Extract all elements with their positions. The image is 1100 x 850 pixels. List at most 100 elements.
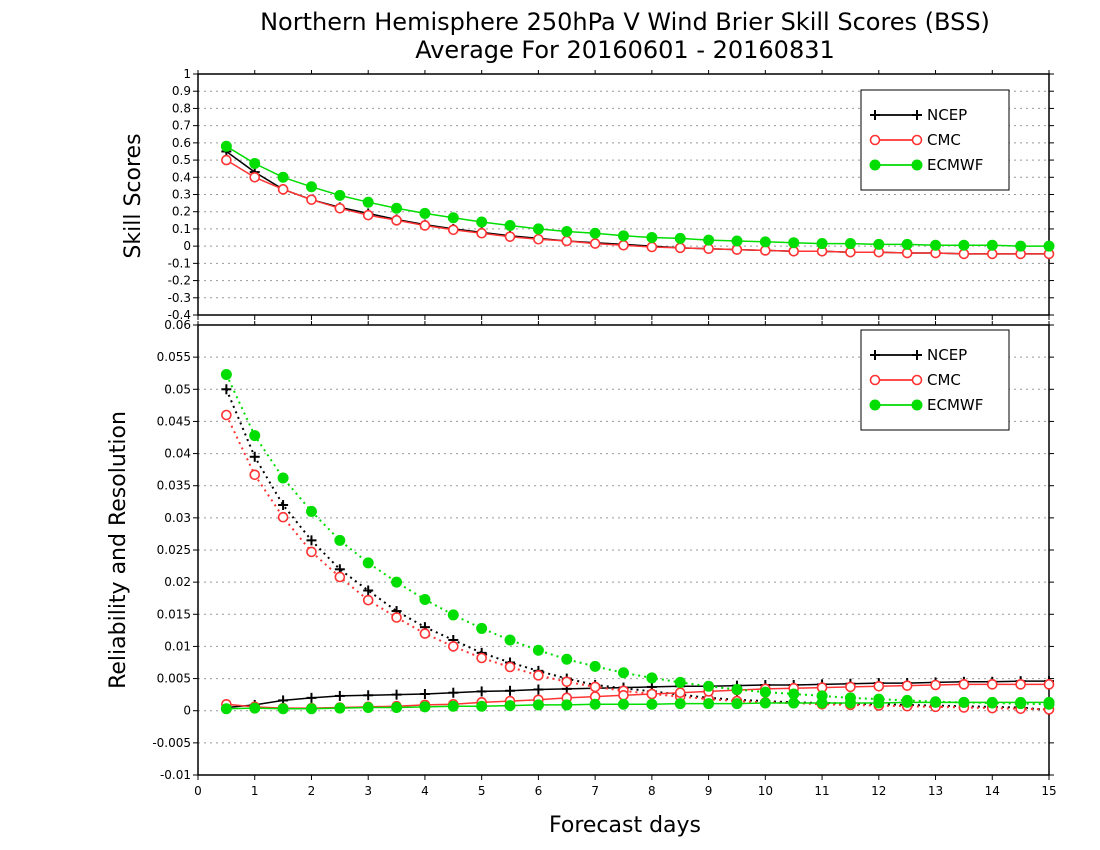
data-point — [731, 684, 743, 695]
y-tick-label: -0.2 — [168, 274, 191, 288]
data-point — [589, 660, 601, 672]
y-tick-label: 0.2 — [172, 205, 191, 219]
data-point — [731, 698, 743, 710]
data-point — [277, 511, 289, 523]
data-point — [674, 687, 686, 699]
data-point — [447, 641, 459, 652]
data-point — [249, 702, 261, 714]
legend-marker — [911, 134, 923, 146]
data-point — [447, 212, 459, 224]
data-point — [703, 698, 715, 710]
legend-marker — [870, 350, 880, 360]
data-point — [561, 699, 573, 711]
data-point — [816, 697, 828, 709]
data-point — [618, 230, 629, 242]
data-point — [334, 202, 346, 214]
data-point — [589, 227, 601, 239]
data-point — [391, 612, 402, 623]
data-point — [334, 690, 345, 701]
data-point — [958, 679, 970, 690]
y-tick-label: 0.005 — [157, 672, 191, 686]
data-point — [561, 653, 573, 665]
x-tick-label: 8 — [648, 784, 656, 798]
data-point — [618, 667, 629, 679]
data-point — [532, 644, 544, 656]
data-point — [873, 697, 885, 709]
y-tick-label: -0.1 — [168, 256, 191, 270]
data-point — [731, 235, 743, 247]
y-tick-label: 0.035 — [157, 479, 191, 493]
x-tick-label: 10 — [758, 784, 773, 798]
y-tick-label: 0.06 — [164, 318, 191, 332]
legend-marker — [911, 159, 923, 171]
y-tick-label: 0.055 — [157, 350, 191, 364]
data-point — [958, 239, 970, 251]
data-point — [589, 681, 601, 693]
data-point — [646, 241, 658, 253]
data-point — [646, 698, 658, 710]
data-point — [278, 500, 289, 510]
data-point — [448, 687, 459, 698]
data-point — [646, 232, 658, 244]
legend: NCEP CMC ECMWF — [860, 89, 1010, 191]
data-point — [362, 196, 374, 208]
y-axis: 1 0.9 0.8 0.7 0.6 0.5 0.4 0.3 0.2 0.1 0 -0.1 -0.2 -0.… — [168, 67, 1054, 322]
data-point — [532, 699, 544, 711]
skill-scores-panel: 1 0.9 0.8 0.7 0.6 0.5 0.4 0.3 0.2 0.1 0 -0.1 -0.2 -0.… — [168, 67, 1055, 322]
data-point — [476, 686, 487, 697]
data-point — [419, 689, 430, 699]
data-point — [419, 628, 431, 639]
x-tick-label: 12 — [871, 784, 886, 798]
data-point — [447, 609, 459, 621]
data-point — [334, 189, 346, 201]
data-point — [504, 634, 516, 646]
data-point — [759, 236, 771, 248]
series-cmc-reliability — [221, 409, 1055, 715]
data-point — [901, 680, 913, 691]
data-point — [221, 409, 232, 421]
data-point — [306, 546, 317, 558]
data-point — [930, 239, 942, 251]
data-point — [561, 235, 573, 247]
data-point — [703, 234, 715, 246]
legend-item-ncep: NCEP — [870, 106, 967, 124]
data-point — [362, 702, 374, 713]
x-tick-label: 2 — [308, 784, 316, 798]
y-tick-label: -0.01 — [160, 768, 191, 782]
data-point — [277, 703, 289, 715]
data-point — [1015, 679, 1026, 690]
data-point — [873, 680, 885, 692]
x-tick-label: 3 — [364, 784, 372, 798]
data-point — [1015, 696, 1027, 708]
y-tick-label: 0.04 — [164, 447, 191, 461]
y-axis-title-reliability: Reliability and Resolution — [106, 411, 131, 689]
y-tick-label: 0 — [183, 704, 191, 718]
data-point — [788, 697, 800, 709]
data-point — [844, 238, 856, 250]
series-group — [220, 140, 1055, 260]
y-tick-label: 0.6 — [172, 136, 191, 150]
data-point — [391, 702, 403, 713]
data-point — [1043, 679, 1055, 690]
legend-label: CMC — [927, 371, 961, 389]
x-axis-title: Forecast days — [549, 813, 701, 838]
legend-marker — [869, 134, 881, 146]
y-axis: 0.06 0.055 0.05 0.045 0.04 0.035 0.03 0.025 0.02… — [152, 318, 1054, 782]
data-point — [447, 700, 459, 712]
y-tick-label: 0 — [183, 239, 191, 253]
data-point — [930, 679, 941, 691]
y-tick-label: 0.1 — [172, 222, 191, 236]
reliability-resolution-panel: 0.060.0550.050.0450.040.0350.030.0250.02… — [152, 318, 1056, 798]
data-point — [249, 430, 261, 442]
data-point — [220, 703, 232, 715]
x-tick-label: 0 — [194, 784, 202, 798]
legend-item-cmc: CMC — [869, 131, 961, 149]
data-point — [476, 652, 487, 664]
data-point — [305, 181, 317, 193]
data-point — [505, 685, 516, 696]
data-point — [306, 692, 317, 703]
y-tick-label: 0.05 — [164, 382, 191, 396]
legend-label: ECMWF — [927, 156, 983, 174]
data-point — [703, 680, 715, 692]
